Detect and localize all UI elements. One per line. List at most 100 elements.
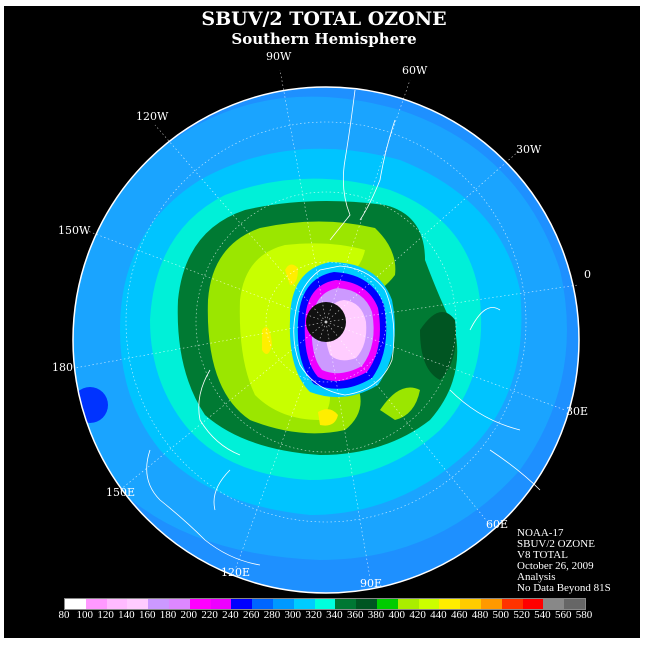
product-info: NOAA-17 SBUV/2 OZONE V8 TOTAL October 26… (517, 528, 611, 594)
band-440-b (262, 327, 272, 354)
lon-label-120w: 120W (136, 110, 169, 123)
colorbar-swatch (522, 599, 544, 609)
colorbar-swatch (148, 599, 169, 609)
band-380-east (380, 387, 420, 420)
meridian-120w (154, 124, 327, 323)
colorbar-tick-label: 160 (138, 609, 156, 621)
colorbar-tick-label: 340 (326, 609, 343, 621)
colorbar-tick-label: 360 (346, 609, 364, 621)
meridian-0 (325, 284, 579, 323)
colorbar-swatch (85, 599, 107, 609)
colorbar-tick-label: 300 (284, 609, 302, 621)
colorbar-labels: 80 100 120 140 160 180 200 220 240 260 280 300 320 34… (44, 609, 604, 623)
lon-label-150w: 150W (58, 224, 91, 237)
lon-label-150e: 150E (106, 486, 136, 499)
colorbar-swatch (127, 599, 149, 609)
colorbar (64, 598, 586, 610)
info-product: V8 TOTAL (517, 549, 568, 561)
australia-west (198, 369, 241, 511)
colorbar-tick-label: 280 (263, 609, 281, 621)
lat-circle-70s (265, 261, 387, 383)
colorbar-tick-label: 220 (201, 609, 218, 621)
australia-coast (146, 449, 261, 566)
meridian-90e (325, 321, 371, 579)
colorbar-tick-label: 260 (242, 609, 260, 621)
band-440-a (285, 264, 298, 285)
coastlines (146, 89, 541, 566)
colorbar-tick-label: 380 (367, 609, 385, 621)
meridian-30w (325, 149, 521, 323)
lon-label-90e: 90E (360, 577, 383, 590)
lon-label-180: 180 (52, 361, 73, 374)
band-440-c (318, 409, 338, 426)
meridian-90w (279, 69, 327, 323)
colorbar-swatch (210, 599, 232, 609)
low-ozone-pocket (73, 387, 108, 423)
colorbar-swatch (376, 599, 398, 609)
colorbar-tick-label: 140 (118, 609, 135, 621)
colorbar-tick-label: 240 (222, 609, 239, 621)
meridian-180 (74, 321, 327, 369)
lon-label-60w: 60W (402, 64, 428, 77)
globe-outline (72, 86, 580, 594)
colorbar-swatch (418, 599, 440, 609)
africa-coast (449, 307, 541, 491)
info-type: Analysis (517, 571, 556, 583)
colorbar-tick-label: 520 (513, 609, 530, 621)
map-subtitle: Southern Hemisphere (231, 30, 417, 48)
lon-label-60e: 60E (486, 518, 509, 531)
info-instrument: SBUV/2 OZONE (517, 538, 595, 550)
colorbar-tick-label: 180 (159, 609, 177, 621)
colorbar-swatch (314, 599, 336, 609)
lon-label-120e: 120E (221, 566, 251, 579)
colorbar-tick-label: 580 (575, 609, 593, 621)
colorbar-swatch (106, 599, 128, 609)
meridian-30e (325, 321, 566, 411)
colorbar-swatch (168, 599, 190, 609)
colorbar-tick-label: 540 (534, 609, 551, 621)
colorbar-swatch (543, 599, 565, 609)
map-title: SBUV/2 TOTAL OZONE (201, 8, 447, 30)
colorbar-swatch (564, 599, 585, 609)
antarctica-coast (293, 265, 395, 396)
band-360-east (420, 312, 456, 380)
colorbar-tick-label: 460 (450, 609, 468, 621)
colorbar-swatch (252, 599, 273, 609)
ozone-field (73, 87, 579, 593)
meridian-150e (119, 321, 327, 491)
south-america-east (359, 119, 396, 221)
colorbar-swatch (335, 599, 357, 609)
colorbar-swatch (65, 599, 86, 609)
colorbar-swatch (439, 599, 461, 609)
colorbar-swatch (231, 599, 253, 609)
meridian-60e (325, 321, 491, 526)
lon-label-90w: 90W (266, 50, 292, 63)
colorbar-swatch (480, 599, 502, 609)
colorbar-tick-label: 420 (409, 609, 426, 621)
colorbar-swatch (272, 599, 294, 609)
south-america-coast (329, 89, 356, 241)
lat-circle-30s (125, 121, 527, 523)
colorbar-tick-label: 480 (471, 609, 489, 621)
colorbar-tick-label: 560 (554, 609, 572, 621)
colorbar-tick-label: 400 (388, 609, 406, 621)
lon-label-30e: 30E (566, 405, 589, 418)
info-satellite: NOAA-17 (517, 527, 564, 539)
lat-circle-50s (195, 191, 457, 453)
graticule (74, 69, 579, 579)
meridian-60w (325, 79, 411, 323)
colorbar-swatch (501, 599, 523, 609)
colorbar-tick-label: 500 (492, 609, 510, 621)
colorbar-tick-label: 100 (76, 609, 94, 621)
meridian-150w (84, 229, 327, 323)
colorbar-tick-label: 440 (430, 609, 447, 621)
colorbar-swatch (293, 599, 315, 609)
colorbar-swatch (189, 599, 211, 609)
colorbar-swatch (356, 599, 377, 609)
colorbar-tick-label: 320 (305, 609, 322, 621)
meridian-120e (234, 321, 327, 571)
lon-label-30w: 30W (516, 143, 542, 156)
info-date: October 26, 2009 (517, 560, 594, 572)
